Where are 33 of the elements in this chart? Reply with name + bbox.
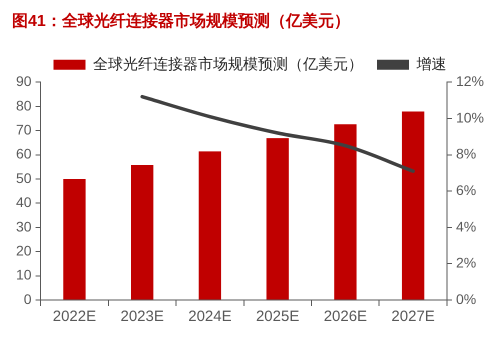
legend-label: 全球光纤连接器市场规模预测（亿美元） — [93, 56, 363, 73]
y2-tick-label: 6% — [456, 182, 476, 198]
bar — [198, 151, 222, 300]
bar — [131, 164, 154, 300]
legend-label: 增速 — [416, 56, 446, 73]
y-tick-label: 50 — [16, 170, 32, 186]
y-tick-label: 80 — [16, 97, 32, 114]
line-series — [140, 94, 415, 173]
y2-tick-label: 0% — [456, 290, 476, 307]
x-tick-label: 2023E — [120, 308, 164, 326]
y-tick-label: 30 — [16, 218, 32, 234]
y-tick-label: 10 — [16, 266, 32, 283]
y-tick-label: 70 — [16, 121, 32, 138]
y-tick-label: 60 — [16, 146, 32, 162]
y2-tick-label: 10% — [456, 109, 484, 126]
chart-title: 图41：全球光纤连接器市场规模预测（亿美元） — [12, 11, 350, 30]
bar — [63, 179, 86, 300]
x-tick-label: 2022E — [52, 308, 96, 326]
y-tick-label: 40 — [16, 194, 32, 210]
y2-tick-label: 8% — [456, 146, 476, 162]
y2-tick-label: 12% — [456, 73, 484, 90]
y-tick-label: 90 — [16, 73, 32, 90]
x-tick-label: 2025E — [256, 308, 300, 326]
y-tick-label: 20 — [16, 242, 32, 258]
y-tick-label: 0 — [24, 290, 32, 307]
y2-tick-label: 2% — [456, 254, 476, 271]
bar — [334, 124, 357, 300]
y2-tick-label: 4% — [456, 218, 476, 234]
bar — [402, 111, 424, 300]
x-tick-label: 2024E — [188, 308, 232, 326]
bar — [266, 138, 289, 300]
x-tick-label: 2027E — [391, 308, 435, 326]
x-tick-label: 2026E — [324, 308, 368, 326]
